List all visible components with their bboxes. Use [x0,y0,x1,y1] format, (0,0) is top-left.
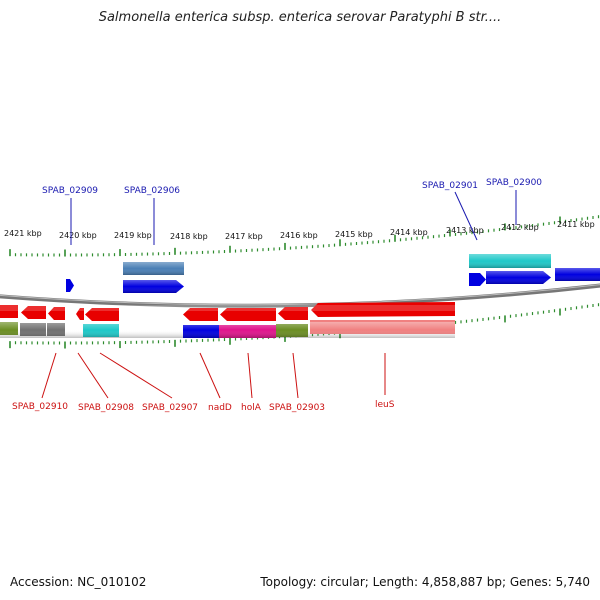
gene-label-SPAB_02903[interactable]: SPAB_02903 [269,403,325,413]
bottom-strand-genes [0,302,455,338]
gene-label-SPAB_02907[interactable]: SPAB_02907 [142,403,198,413]
gene-holA[interactable] [220,308,276,321]
tick-label: 2417 kbp [225,232,263,241]
gene-SPAB_02908[interactable] [76,308,84,320]
gene-label-SPAB_02906[interactable]: SPAB_02906 [124,186,180,196]
gene-label-SPAB_02909[interactable]: SPAB_02909 [42,186,98,196]
tick-label: 2421 kbp [4,229,42,238]
tick-label: 2419 kbp [114,231,152,240]
gene-SPAB_02909[interactable] [66,279,74,292]
gene-label-SPAB_02908[interactable]: SPAB_02908 [78,403,134,413]
gene-label-nadD[interactable]: nadD [208,403,232,413]
gene-red-1[interactable] [0,305,18,318]
gene-SPAB_02901[interactable] [469,273,486,286]
gene-red-3[interactable] [48,307,65,320]
top-strand-genes [66,254,600,293]
gene-label-SPAB_02900[interactable]: SPAB_02900 [486,178,542,188]
tick-label: 2411 kbp [557,220,595,229]
top-leaders [70,190,517,245]
gene-SPAB_02910[interactable] [21,306,46,319]
genome-backbone [0,283,600,308]
gene-label-holA[interactable]: holA [241,403,262,413]
accession-text: Accession: NC_010102 [10,575,147,589]
tick-label: 2412 kbp [501,223,539,232]
ruler-top [9,215,600,257]
tick-label: 2420 kbp [59,231,97,240]
gene-nadD[interactable] [183,308,218,321]
gene-leuS[interactable] [311,302,455,317]
tick-label: 2416 kbp [280,231,318,240]
tick-label: 2413 kbp [446,226,484,235]
tick-label: 2418 kbp [170,232,208,241]
bottom-leaders [41,352,386,399]
gene-label-SPAB_02910[interactable]: SPAB_02910 [12,402,68,412]
map-title: Salmonella enterica subsp. enterica sero… [98,10,502,25]
gene-label-SPAB_02901[interactable]: SPAB_02901 [422,181,478,191]
tick-label: 2415 kbp [335,230,373,239]
tick-label: 2414 kbp [390,228,428,237]
gene-SPAB_02907[interactable] [85,308,119,321]
gene-SPAB_02903[interactable] [278,307,308,320]
gene-label-leuS[interactable]: leuS [375,400,395,410]
genome-meta-text: Topology: circular; Length: 4,858,887 bp… [260,575,590,589]
